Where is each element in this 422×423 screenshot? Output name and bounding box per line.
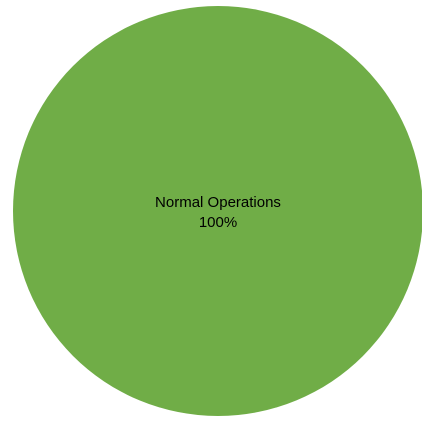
pie-slice-0 <box>13 6 422 416</box>
slice-category-label: Normal Operations <box>155 194 281 211</box>
pie-data-labels: Normal Operations 100% <box>155 194 281 231</box>
slice-percentage-label: 100% <box>199 214 237 231</box>
pie-slices <box>13 6 422 416</box>
pie-data-label-0: Normal Operations 100% <box>155 194 281 231</box>
